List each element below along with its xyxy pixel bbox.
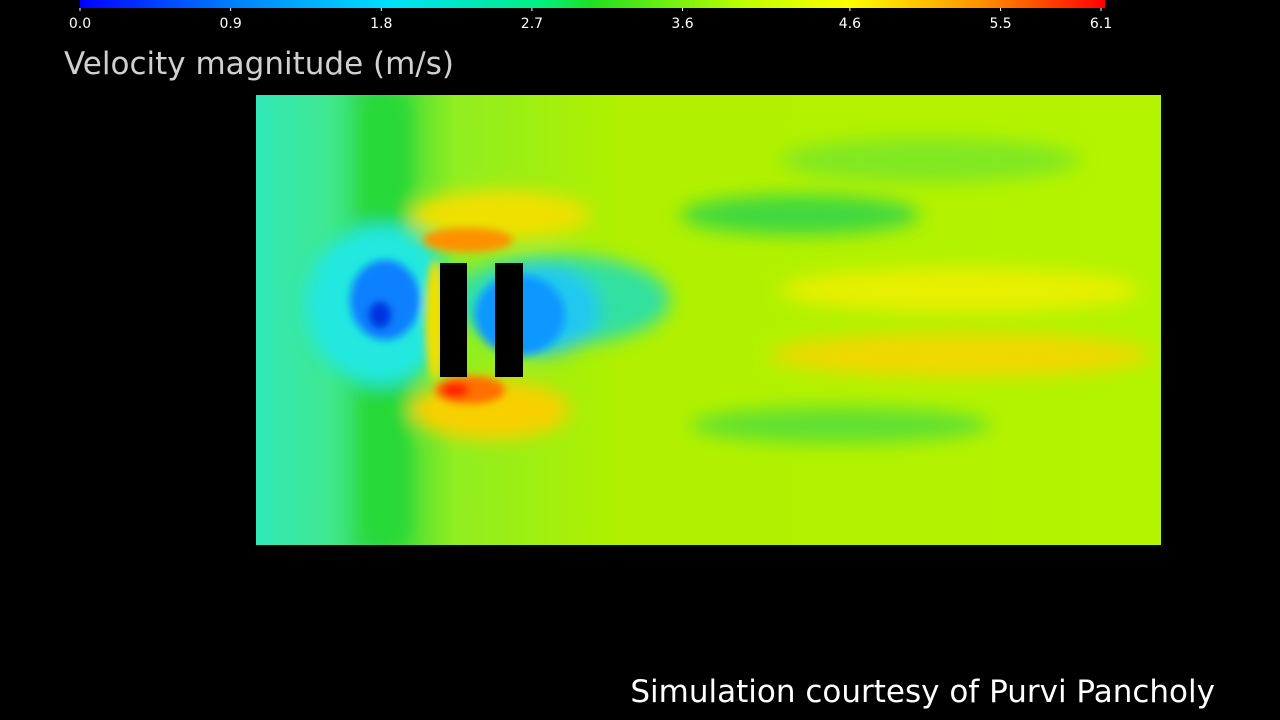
obstacle xyxy=(440,263,467,377)
colorbar-title: Velocity magnitude (m/s) xyxy=(64,46,454,82)
tick-label: 5.5 xyxy=(989,16,1011,32)
tick-label: 0.9 xyxy=(220,16,242,32)
tick-label: 3.6 xyxy=(671,16,693,32)
colorbar xyxy=(80,0,1105,8)
tick-label: 0.0 xyxy=(69,16,91,32)
velocity-field xyxy=(256,95,1161,545)
colorbar-ticks: 0.0 0.9 1.8 2.7 3.6 4.6 5.5 6.1 xyxy=(69,8,1112,32)
tick-label: 2.7 xyxy=(521,16,543,32)
credit: Simulation courtesy of Purvi Pancholy xyxy=(630,674,1215,710)
tick-label: 4.6 xyxy=(839,16,861,32)
tick-label: 1.8 xyxy=(370,16,392,32)
tick-label: 6.1 xyxy=(1090,16,1112,32)
obstacle xyxy=(495,263,523,377)
